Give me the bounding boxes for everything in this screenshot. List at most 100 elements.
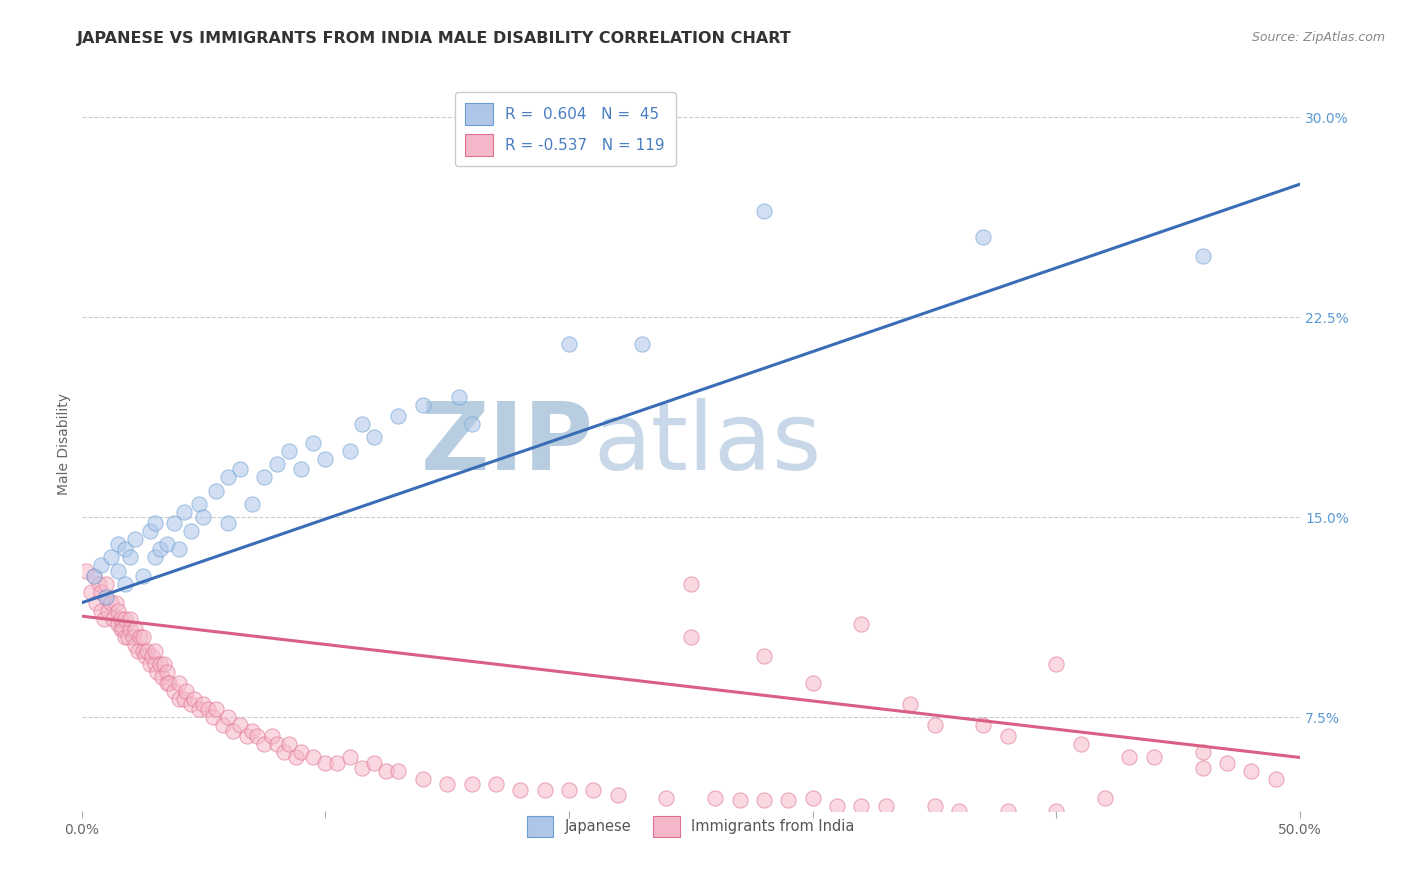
Point [136,644,159,658]
Point [107,537,129,551]
Point [212,718,235,732]
Point [112,623,135,637]
Point [107,617,129,632]
Point [148,542,170,557]
Point [253,470,276,484]
Point [110,623,132,637]
Point [143,644,166,658]
Point [948,804,970,818]
Point [314,756,336,770]
Point [460,417,482,431]
Point [851,617,873,632]
Point [80,585,103,599]
Point [1143,750,1166,764]
Point [273,745,295,759]
Point [924,718,946,732]
Text: JAPANESE VS IMMIGRANTS FROM INDIA MALE DISABILITY CORRELATION CHART: JAPANESE VS IMMIGRANTS FROM INDIA MALE D… [77,31,792,46]
Point [143,657,166,672]
Point [533,782,555,797]
Point [76,564,98,578]
Point [120,550,142,565]
Point [104,596,127,610]
Point [107,604,129,618]
Point [150,671,173,685]
Point [229,718,252,732]
Point [1094,790,1116,805]
Point [146,665,169,680]
Point [193,510,215,524]
Point [217,710,239,724]
Point [449,391,471,405]
Point [898,697,921,711]
Point [302,750,325,764]
Text: ZIP: ZIP [420,398,593,490]
Point [167,542,190,557]
Point [875,798,897,813]
Point [778,793,800,807]
Point [1045,657,1067,672]
Point [412,772,434,786]
Point [631,337,654,351]
Point [176,683,198,698]
Legend: Japanese, Immigrants from India: Japanese, Immigrants from India [520,809,862,844]
Point [436,777,458,791]
Point [127,644,149,658]
Point [156,665,179,680]
Point [679,631,702,645]
Point [972,718,994,732]
Point [139,657,162,672]
Point [1045,804,1067,818]
Point [253,737,276,751]
Point [100,550,122,565]
Point [1216,756,1239,770]
Point [97,604,120,618]
Point [114,577,136,591]
Point [114,542,136,557]
Point [180,697,202,711]
Y-axis label: Male Disability: Male Disability [58,393,72,495]
Point [120,612,142,626]
Point [285,750,308,764]
Point [752,649,775,664]
Point [266,737,288,751]
Point [679,577,702,591]
Point [187,702,209,716]
Point [606,788,628,802]
Point [114,612,136,626]
Point [173,691,195,706]
Point [124,639,146,653]
Text: Source: ZipAtlas.com: Source: ZipAtlas.com [1251,31,1385,45]
Point [156,675,179,690]
Point [302,435,325,450]
Point [363,756,385,770]
Point [94,591,117,605]
Point [350,417,373,431]
Point [187,497,209,511]
Point [202,710,225,724]
Point [157,675,180,690]
Point [558,337,581,351]
Point [90,558,112,573]
Point [94,591,117,605]
Point [339,750,361,764]
Text: atlas: atlas [593,398,821,490]
Point [1070,737,1092,751]
Point [107,564,129,578]
Point [509,782,531,797]
Point [825,798,848,813]
Point [997,729,1019,743]
Point [131,569,153,583]
Point [124,532,146,546]
Point [129,631,152,645]
Point [277,737,299,751]
Point [236,729,259,743]
Point [1240,764,1263,778]
Point [290,745,312,759]
Point [339,443,361,458]
Point [183,691,205,706]
Point [1264,772,1286,786]
Point [997,804,1019,818]
Point [143,550,166,565]
Point [375,764,398,778]
Point [141,649,163,664]
